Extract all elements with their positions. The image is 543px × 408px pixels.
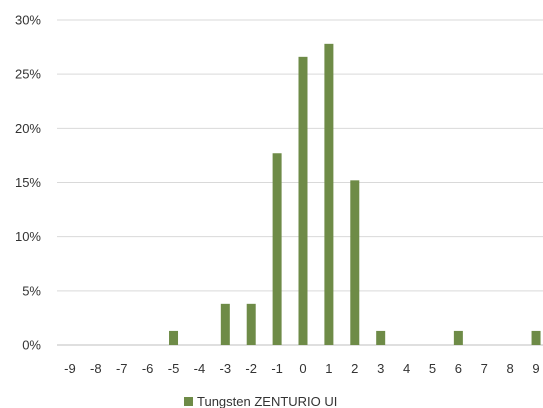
x-tick-label: 0 — [299, 361, 306, 376]
bar — [298, 56, 308, 345]
bar — [350, 180, 360, 345]
x-tick-label: -6 — [142, 361, 154, 376]
x-tick-label: -3 — [220, 361, 232, 376]
x-tick-label: 7 — [481, 361, 488, 376]
x-tick-label: 6 — [455, 361, 462, 376]
x-tick-label: 8 — [507, 361, 514, 376]
bars — [169, 43, 541, 345]
x-axis-ticks: -9 -8 -7 -6 -5 -4 -3 -2 -1 0 1 2 3 4 5 6 7 8 9 — [64, 361, 540, 376]
bar — [220, 303, 230, 345]
y-tick-label: 10% — [15, 229, 41, 244]
x-tick-label: -4 — [194, 361, 206, 376]
bar — [324, 43, 334, 345]
bar — [453, 330, 463, 345]
x-tick-label: 5 — [429, 361, 436, 376]
y-tick-label: 30% — [15, 13, 41, 28]
y-tick-label: 0% — [22, 338, 41, 353]
x-tick-label: -7 — [116, 361, 128, 376]
x-tick-label: 4 — [403, 361, 410, 376]
bar — [531, 330, 541, 345]
x-tick-label: -5 — [168, 361, 180, 376]
x-tick-label: -1 — [271, 361, 283, 376]
bar — [246, 303, 256, 345]
x-tick-label: -8 — [90, 361, 102, 376]
y-tick-label: 5% — [22, 283, 41, 298]
x-tick-label: -2 — [245, 361, 257, 376]
legend-swatch — [184, 397, 193, 406]
x-tick-label: 2 — [351, 361, 358, 376]
bar — [169, 330, 179, 345]
x-tick-label: 9 — [532, 361, 539, 376]
x-tick-label: 1 — [325, 361, 332, 376]
legend: Tungsten ZENTURIO UI — [184, 394, 337, 408]
y-tick-label: 25% — [15, 67, 41, 82]
bar — [272, 153, 282, 345]
bar — [376, 330, 386, 345]
x-tick-label: -9 — [64, 361, 76, 376]
x-tick-label: 3 — [377, 361, 384, 376]
y-tick-label: 20% — [15, 121, 41, 136]
y-axis-ticks: 0% 5% 10% 15% 20% 25% 30% — [15, 13, 41, 353]
y-tick-label: 15% — [15, 175, 41, 190]
legend-label: Tungsten ZENTURIO UI — [197, 394, 337, 408]
